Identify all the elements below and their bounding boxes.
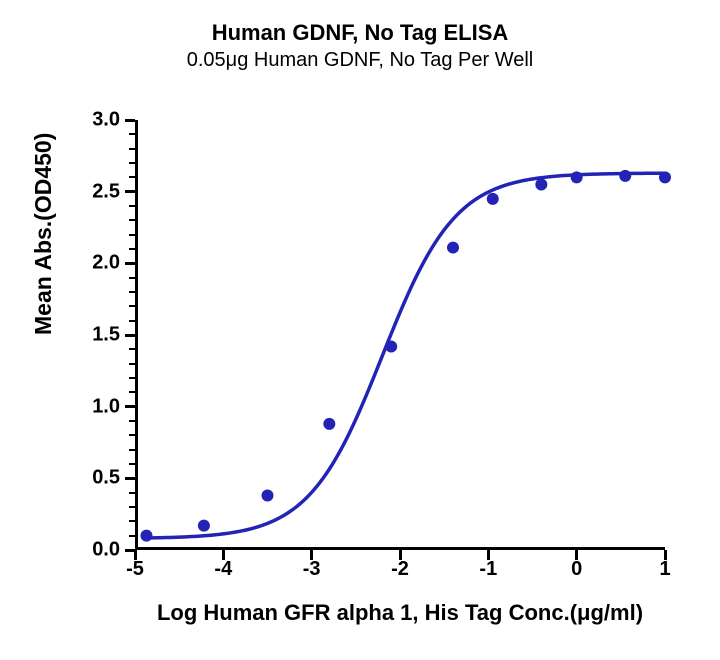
y-tick-minor bbox=[129, 363, 135, 365]
y-tick-minor bbox=[129, 348, 135, 350]
y-tick-label: 0.5 bbox=[70, 467, 120, 490]
y-tick-label: 1.5 bbox=[70, 324, 120, 347]
y-tick-minor bbox=[129, 291, 135, 293]
data-point bbox=[262, 490, 274, 502]
y-tick-minor bbox=[129, 148, 135, 150]
y-tick bbox=[125, 334, 135, 337]
y-tick-minor bbox=[129, 219, 135, 221]
y-tick-label: 2.5 bbox=[70, 180, 120, 203]
chart-svg bbox=[135, 120, 665, 550]
y-tick-minor bbox=[129, 176, 135, 178]
y-tick-minor bbox=[129, 234, 135, 236]
data-point bbox=[571, 171, 583, 183]
x-axis-title: Log Human GFR alpha 1, His Tag Conc.(μg/… bbox=[135, 600, 665, 626]
y-tick-minor bbox=[129, 520, 135, 522]
y-tick-minor bbox=[129, 133, 135, 135]
y-tick-minor bbox=[129, 506, 135, 508]
data-point bbox=[487, 193, 499, 205]
y-tick-label: 3.0 bbox=[70, 109, 120, 132]
y-tick-minor bbox=[129, 162, 135, 164]
x-tick-label: 1 bbox=[645, 558, 685, 581]
x-tick-label: -3 bbox=[292, 558, 332, 581]
x-tick-label: -5 bbox=[115, 558, 155, 581]
data-markers bbox=[140, 170, 671, 542]
chart-title: Human GDNF, No Tag ELISA bbox=[0, 20, 720, 46]
data-point bbox=[140, 530, 152, 542]
fit-curve bbox=[144, 173, 665, 538]
chart-subtitle: 0.05μg Human GDNF, No Tag Per Well bbox=[0, 48, 720, 72]
y-tick-minor bbox=[129, 434, 135, 436]
x-tick-label: -2 bbox=[380, 558, 420, 581]
y-tick-label: 2.0 bbox=[70, 252, 120, 275]
data-point bbox=[659, 171, 671, 183]
y-tick-minor bbox=[129, 248, 135, 250]
data-point bbox=[619, 170, 631, 182]
y-tick bbox=[125, 477, 135, 480]
y-tick-minor bbox=[129, 492, 135, 494]
data-point bbox=[447, 242, 459, 254]
y-tick-minor bbox=[129, 463, 135, 465]
y-tick-minor bbox=[129, 535, 135, 537]
elisa-chart: Human GDNF, No Tag ELISA 0.05μg Human GD… bbox=[0, 0, 720, 660]
y-axis-title: Mean Abs.(OD450) bbox=[30, 133, 57, 335]
y-tick bbox=[125, 405, 135, 408]
y-tick-label: 1.0 bbox=[70, 395, 120, 418]
y-tick bbox=[125, 119, 135, 122]
data-point bbox=[535, 179, 547, 191]
y-tick bbox=[125, 262, 135, 265]
y-tick-minor bbox=[129, 320, 135, 322]
y-tick-label: 0.0 bbox=[70, 539, 120, 562]
data-point bbox=[198, 520, 210, 532]
plot-area: 0.00.51.01.52.02.53.0 -5-4-3-2-101 bbox=[135, 120, 665, 550]
y-tick-minor bbox=[129, 205, 135, 207]
data-point bbox=[385, 340, 397, 352]
y-tick-minor bbox=[129, 377, 135, 379]
y-tick-minor bbox=[129, 391, 135, 393]
x-tick-label: 0 bbox=[557, 558, 597, 581]
y-tick-minor bbox=[129, 305, 135, 307]
x-tick-label: -4 bbox=[203, 558, 243, 581]
y-tick-minor bbox=[129, 420, 135, 422]
title-block: Human GDNF, No Tag ELISA 0.05μg Human GD… bbox=[0, 20, 720, 72]
y-tick bbox=[125, 190, 135, 193]
data-point bbox=[323, 418, 335, 430]
y-tick-minor bbox=[129, 449, 135, 451]
y-tick-minor bbox=[129, 277, 135, 279]
x-tick-label: -1 bbox=[468, 558, 508, 581]
